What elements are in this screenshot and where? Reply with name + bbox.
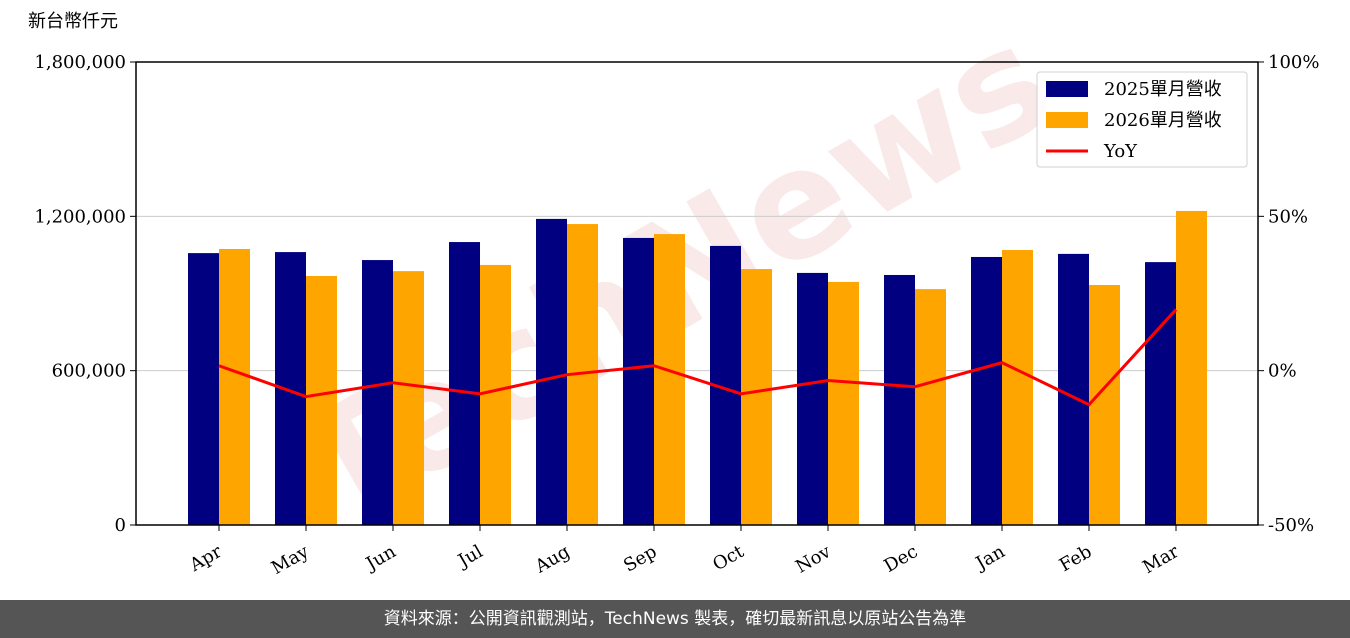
x-tick-label: Oct xyxy=(709,541,748,576)
x-tick-label: Sep xyxy=(620,541,660,576)
y2-tick-label: -50% xyxy=(1268,515,1314,536)
bar xyxy=(654,234,685,525)
legend-label: 2026單月營收 xyxy=(1104,110,1222,131)
x-tick-label: Aug xyxy=(531,541,574,578)
bar xyxy=(449,242,480,526)
x-tick-label: Mar xyxy=(1139,541,1183,578)
bar xyxy=(1002,250,1033,525)
bar xyxy=(884,274,915,525)
bar xyxy=(393,271,424,525)
chart: 新台幣仟元 TechNews 0600,0001,200,0001,800,00… xyxy=(28,0,1319,579)
y2-tick-label: 100% xyxy=(1268,52,1319,73)
y-tick-label: 1,200,000 xyxy=(34,206,126,227)
bar xyxy=(188,253,219,526)
x-tick-label: Feb xyxy=(1056,541,1096,576)
bar xyxy=(915,289,946,525)
bar xyxy=(362,260,393,525)
bar xyxy=(1089,285,1120,525)
bar xyxy=(797,272,828,525)
bar xyxy=(1176,210,1207,525)
y2-tick-label: 50% xyxy=(1268,206,1308,227)
bar xyxy=(741,269,772,525)
x-tick-label: Nov xyxy=(792,541,835,578)
bar xyxy=(219,249,250,525)
legend-box xyxy=(1036,71,1248,168)
bar xyxy=(828,281,859,525)
legend-swatch xyxy=(1046,112,1088,128)
bar xyxy=(480,264,511,525)
y2-tick-label: 0% xyxy=(1268,361,1297,382)
y-tick-label: 1,800,000 xyxy=(34,52,126,73)
bar xyxy=(971,256,1002,525)
legend-label: 2025單月營收 xyxy=(1104,79,1222,100)
bar xyxy=(536,218,567,525)
x-tick-label: Dec xyxy=(881,541,922,577)
bar xyxy=(623,237,654,525)
plot-frame xyxy=(135,61,1259,526)
bar xyxy=(306,276,337,525)
unit-label: 新台幣仟元 xyxy=(28,11,118,32)
bar xyxy=(1058,253,1089,526)
yoy-line xyxy=(218,308,1178,407)
x-tick-label: May xyxy=(268,541,313,579)
footer: 資料來源：公開資訊觀測站，TechNews 製表，確切最新訊息以原站公告為準 xyxy=(0,600,1350,638)
legend-label: YoY xyxy=(1103,141,1138,162)
y-tick-label: 0 xyxy=(115,515,126,536)
y-tick-label: 600,000 xyxy=(52,361,126,382)
legend-swatch xyxy=(1046,81,1088,97)
x-tick-label: Apr xyxy=(185,541,225,576)
x-tick-label: Jul xyxy=(453,541,487,573)
bar xyxy=(1145,262,1176,525)
x-tick-label: Jan xyxy=(971,541,1009,575)
